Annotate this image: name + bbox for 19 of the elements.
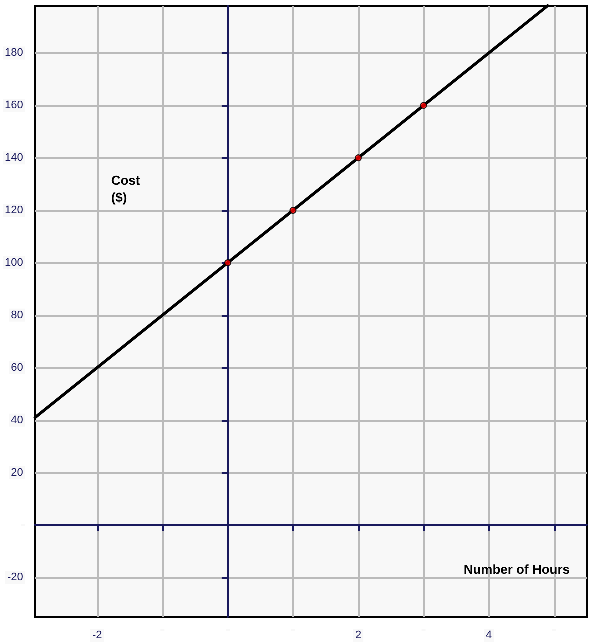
y-tick-label: -20 (7, 572, 24, 584)
y-tick-label: 180 (4, 47, 24, 60)
y-tick-label: 100 (4, 256, 24, 269)
y-tick-label: 80 (11, 309, 24, 322)
x-tick-label: 4 (486, 630, 492, 642)
y-axis-title: Cost ($) (111, 173, 141, 205)
y-tick-label: 60 (11, 362, 24, 374)
y-tick-label: 20 (11, 466, 24, 479)
point (420, 102, 428, 110)
point (355, 154, 362, 162)
y-tick-label: 140 (4, 152, 24, 164)
x-axis-title: Number of Hours (464, 562, 570, 578)
y-tick-label: 160 (4, 100, 24, 112)
y-tick-label: 40 (11, 414, 24, 426)
x-tick-label: -2 (92, 630, 102, 642)
y-tick-label: 120 (4, 204, 24, 217)
x-tick-label: 2 (355, 630, 362, 642)
point (224, 259, 232, 266)
point (290, 207, 297, 214)
